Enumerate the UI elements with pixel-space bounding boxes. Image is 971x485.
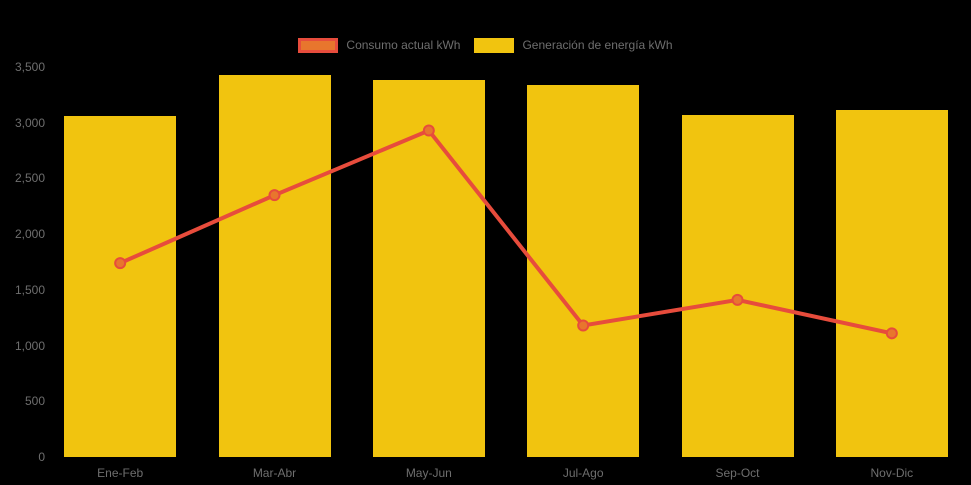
generacion-swatch-icon — [474, 38, 515, 53]
x-axis-label: Nov-Dic — [870, 466, 914, 480]
bar-Sep-Oct — [681, 114, 794, 457]
legend-item-generacion[interactable]: Generación de energía kWh — [474, 38, 673, 53]
y-axis-tick-label: 1,000 — [14, 338, 45, 353]
y-axis-tick-label: 2,000 — [14, 227, 45, 242]
consumo-swatch-icon — [298, 38, 339, 53]
legend-item-consumo[interactable]: Consumo actual kWh — [298, 38, 460, 53]
y-axis-tick-label: 1,500 — [14, 282, 45, 297]
x-axis-label: Jul-Ago — [562, 466, 604, 480]
chart-legend: Consumo actual kWh Generación de energía… — [0, 38, 971, 53]
bar-Nov-Dic — [835, 110, 948, 457]
legend-label-consumo: Consumo actual kWh — [346, 38, 461, 52]
legend-label-generacion: Generación de energía kWh — [522, 38, 673, 52]
y-axis-tick-label: 3,500 — [14, 60, 45, 74]
x-axis-label: Mar-Abr — [252, 466, 297, 480]
y-axis-tick-label: 0 — [38, 450, 45, 464]
x-axis-label: May-Jun — [405, 466, 452, 480]
x-axis-label: Ene-Feb — [97, 466, 144, 480]
bar-Mar-Abr — [218, 74, 331, 457]
y-axis-tick-label: 500 — [24, 394, 45, 409]
bar-Ene-Feb — [64, 116, 177, 457]
y-axis-tick-label: 2,500 — [14, 171, 45, 186]
bar-May-Jun — [372, 80, 485, 457]
y-axis-tick-label: 3,000 — [14, 115, 45, 130]
x-axis-label: Sep-Oct — [715, 466, 760, 480]
bar-Jul-Ago — [527, 84, 640, 457]
